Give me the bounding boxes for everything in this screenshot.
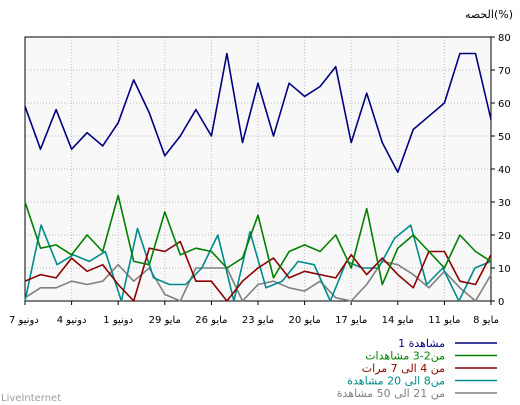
x-tick-label: 29 مايو (149, 315, 181, 326)
x-tick-label: 20 مايو (288, 315, 320, 326)
x-tick-label: 8 مايو (473, 315, 499, 326)
legend-label: من2-3 مشاهدات (365, 350, 445, 363)
series-line (24, 240, 492, 302)
legend-label: 1 مشاهدة (398, 337, 445, 350)
y-tick-label: 0 (498, 297, 504, 308)
legend-label: من 21 الى 50 مشاهدة (337, 387, 445, 400)
series-line (24, 194, 492, 286)
legend-label: من8 الى 20 مشاهدة (347, 375, 445, 388)
series-lines (24, 52, 492, 302)
y-tick-label: 50 (498, 132, 511, 143)
x-tick-label: 1 دونيو (103, 315, 133, 326)
y-tick-label: 20 (498, 231, 511, 242)
y-axis: 0 10 20 30 40 50 60 70 80 (491, 33, 511, 308)
y-axis-label: الحصه(%) (465, 8, 513, 21)
x-tick-label: 17 مايو (335, 315, 367, 326)
x-axis: 8 مايو 11 مايو 14 مايو 17 مايو 20 مايو 23 ماي… (9, 301, 499, 326)
y-tick-label: 40 (498, 165, 511, 176)
x-tick-label: 7 دونيو (9, 315, 39, 326)
x-tick-label: 11 مايو (428, 315, 460, 326)
y-tick-label: 30 (498, 198, 511, 209)
y-tick-label: 70 (498, 66, 511, 77)
x-tick-label: 26 مايو (195, 315, 227, 326)
brand-label: LiveInternet (1, 393, 61, 404)
legend-label: من 4 الى 7 مرات (362, 362, 445, 375)
y-tick-label: 60 (498, 99, 511, 110)
y-tick-label: 80 (498, 33, 511, 44)
y-tick-label: 10 (498, 264, 511, 275)
series-line (24, 52, 492, 174)
x-tick-label: 14 مايو (382, 315, 414, 326)
x-tick-label: 4 دونيو (57, 315, 87, 326)
x-tick-label: 23 مايو (242, 315, 274, 326)
series-line (24, 260, 492, 302)
